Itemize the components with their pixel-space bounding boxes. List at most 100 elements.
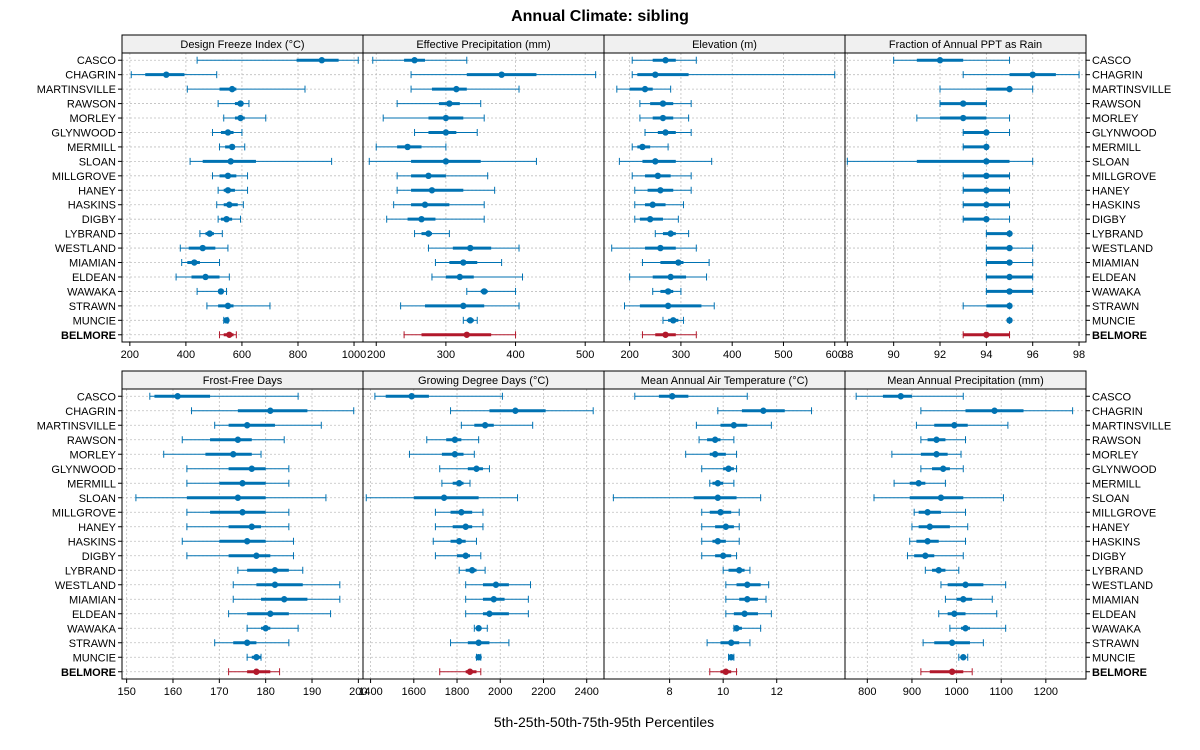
y-tick-label: MORLEY [1092, 449, 1139, 461]
x-tick-label: 10 [717, 686, 729, 698]
x-tick-label: 1800 [445, 686, 469, 698]
panel-frame [844, 388, 1087, 680]
series-casco [631, 56, 697, 64]
y-tick-label: SLOAN [79, 493, 116, 505]
series-martinsville [186, 85, 306, 93]
median-point [983, 201, 990, 208]
median-point [234, 494, 242, 501]
x-tick-label: 200 [367, 349, 385, 361]
median-point [662, 57, 669, 64]
median-point [649, 201, 656, 208]
series-digby [434, 552, 482, 560]
series-morley [408, 450, 475, 458]
median-point [669, 393, 676, 400]
median-point [924, 538, 931, 545]
median-point [267, 610, 274, 617]
series-chagrin [717, 407, 813, 415]
y-tick-label: CASCO [77, 55, 117, 67]
x-tick-label: 1400 [358, 686, 382, 698]
y-tick-label: CHAGRIN [65, 406, 116, 418]
series-rawson [920, 436, 966, 444]
y-tick-label: CHAGRIN [1092, 70, 1143, 82]
series-casco [372, 56, 468, 64]
median-point [468, 567, 476, 574]
median-point [657, 187, 664, 194]
series-wawaka [473, 624, 488, 632]
series-miamian [434, 259, 503, 267]
panel-frame [603, 52, 846, 343]
median-point [922, 552, 929, 559]
median-point [675, 259, 682, 266]
series-lybrand [199, 230, 223, 238]
median-point [224, 172, 232, 180]
x-tick-label: 200 [121, 349, 139, 361]
median-point [460, 259, 467, 266]
median-point [243, 639, 251, 646]
series-millgrove [186, 508, 290, 516]
median-point [983, 129, 990, 136]
median-point [1006, 302, 1013, 310]
median-point [453, 85, 460, 93]
series-strawn [706, 639, 751, 647]
y-tick-label: MERMILL [67, 142, 116, 154]
series-rawson [639, 100, 692, 108]
x-tick-label: 12 [771, 686, 783, 698]
series-lybrand [237, 566, 304, 574]
series-millgrove [396, 172, 489, 180]
median-point [248, 523, 255, 530]
series-belmore [228, 668, 281, 676]
median-point [206, 230, 213, 237]
series-digby [906, 552, 964, 560]
series-chagrin [191, 407, 355, 415]
y-tick-label: HANEY [1092, 522, 1131, 534]
series-mermill [186, 479, 290, 487]
series-belmore [219, 331, 237, 339]
panels: Design Freeze Index (°C) 200 400 600 800 1000… [37, 34, 1171, 698]
series-morley [163, 450, 262, 458]
series-millgrove [962, 172, 1011, 180]
median-point [711, 436, 719, 443]
y-tick-label: BELMORE [1092, 667, 1147, 679]
series-miamian [641, 259, 710, 267]
y-tick-label: MERMILL [1092, 478, 1141, 490]
median-point [512, 407, 519, 414]
series-muncie [662, 316, 684, 324]
series-glynwood [920, 465, 964, 473]
median-point [253, 668, 260, 675]
median-point [253, 654, 260, 661]
median-point [475, 625, 482, 632]
series-westland [611, 244, 697, 252]
series-wawaka [466, 287, 517, 295]
y-tick-label: RAWSON [67, 99, 116, 111]
median-point [425, 230, 432, 237]
series-martinsville [695, 421, 772, 429]
y-tick-label: CASCO [1092, 55, 1132, 67]
median-point [714, 494, 722, 501]
series-glynwood [186, 465, 290, 473]
x-tick-label: 190 [303, 686, 321, 698]
series-strawn [214, 639, 290, 647]
series-glynwood [644, 128, 692, 136]
median-point [983, 331, 990, 338]
median-point [475, 654, 482, 661]
panel-frost-free-days: Frost-Free Days 150 160 170 180 190 200 CASCO CH… [37, 370, 368, 698]
series-strawn [922, 639, 984, 647]
y-tick-label: RAWSON [1092, 99, 1141, 111]
x-tick-label: 800 [858, 686, 876, 698]
series-eldean [228, 610, 332, 618]
x-tick-label: 170 [210, 686, 228, 698]
series-haskins [634, 201, 684, 209]
y-tick-label: STRAWN [69, 301, 116, 313]
y-tick-label: MIAMIAN [1092, 258, 1139, 270]
series-belmore [641, 331, 697, 339]
median-point [711, 451, 719, 458]
series-digby [634, 215, 679, 223]
median-point [948, 668, 956, 675]
y-tick-label: GLYNWOOD [51, 127, 116, 139]
series-chagrin [920, 407, 1074, 415]
y-tick-label: WESTLAND [1092, 243, 1153, 255]
median-point [418, 215, 425, 223]
median-point [959, 114, 967, 122]
panel-design-freeze-index-c: Design Freeze Index (°C) 200 400 600 800 1000… [37, 34, 366, 361]
median-point [467, 317, 474, 324]
